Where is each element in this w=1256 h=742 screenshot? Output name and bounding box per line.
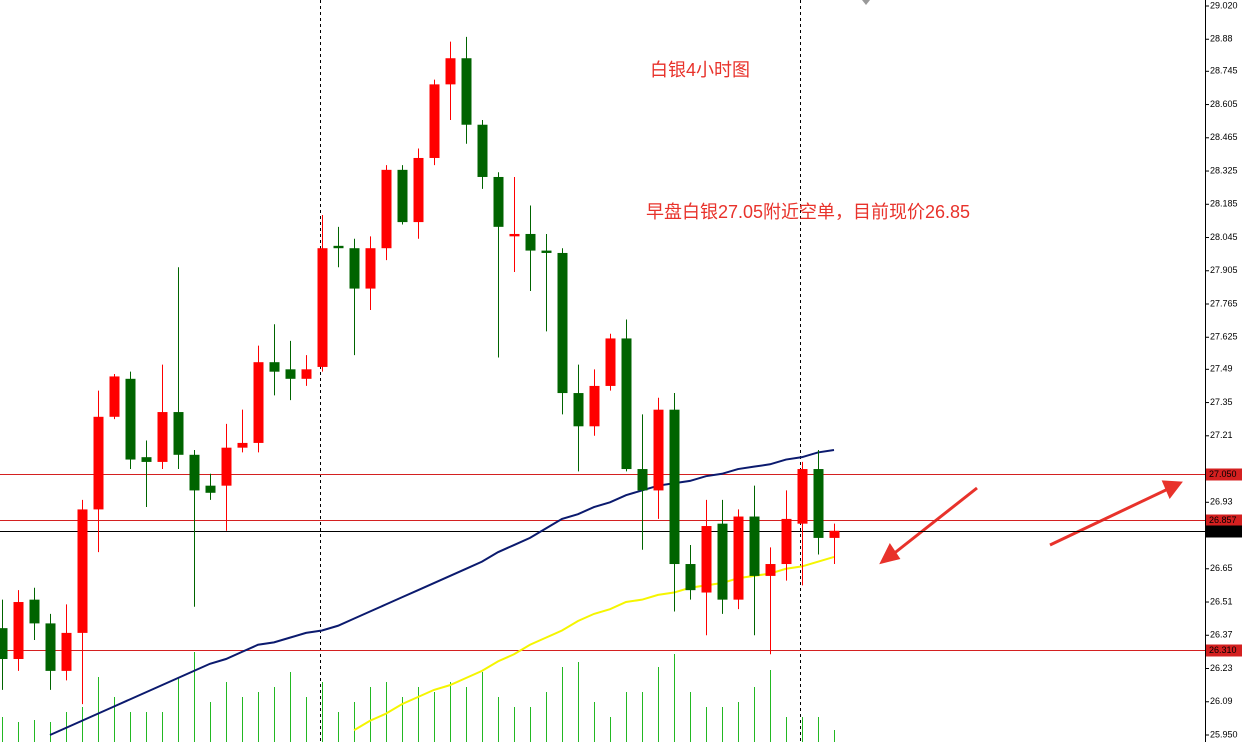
candle-body xyxy=(413,157,424,223)
candle-body xyxy=(685,564,696,591)
y-tick-label: 26.23 xyxy=(1210,663,1233,673)
marker xyxy=(862,0,870,5)
candle-body xyxy=(445,58,456,85)
candle-body xyxy=(285,369,296,379)
y-tick-label: 26.51 xyxy=(1210,596,1233,606)
candle-body xyxy=(301,369,312,379)
y-tick-label: 28.745 xyxy=(1210,66,1238,76)
candle-body xyxy=(333,245,344,249)
price-label-box xyxy=(1206,468,1242,481)
arrow-line xyxy=(1049,487,1169,547)
candle-body xyxy=(157,412,168,462)
y-tick-label: 28.88 xyxy=(1210,34,1233,44)
candle-body xyxy=(605,338,616,386)
candle-body xyxy=(573,393,584,427)
y-tick-label: 27.765 xyxy=(1210,298,1238,308)
candle-body xyxy=(125,378,136,460)
candle-body xyxy=(13,602,24,660)
y-tick-label: 28.185 xyxy=(1210,199,1238,209)
price-label-box xyxy=(1206,644,1242,657)
candle-body xyxy=(557,252,568,394)
candle-body xyxy=(461,58,472,125)
candle-body xyxy=(589,385,600,427)
candle-body xyxy=(493,176,504,227)
candle-body xyxy=(381,169,392,249)
candle-body xyxy=(717,523,728,600)
candle-body xyxy=(141,457,152,462)
candle-body xyxy=(205,485,216,493)
y-tick-label: 26.09 xyxy=(1210,696,1233,706)
candle-body xyxy=(173,412,184,455)
y-tick-label: 28.325 xyxy=(1210,165,1238,175)
price-label: 26.809 xyxy=(1209,526,1237,536)
y-tick-label: 27.49 xyxy=(1210,364,1233,374)
candle-body xyxy=(397,169,408,223)
arrow xyxy=(879,480,1183,565)
candle-body xyxy=(733,516,744,600)
y-tick-label: 27.21 xyxy=(1210,430,1233,440)
y-tick-label: 26.65 xyxy=(1210,563,1233,573)
price-label: 26.310 xyxy=(1209,645,1237,655)
candle-body xyxy=(621,338,632,470)
y-tick-label: 27.625 xyxy=(1210,332,1238,342)
y-tick-label: 27.35 xyxy=(1210,397,1233,407)
candle-body xyxy=(93,416,104,510)
candle-body xyxy=(477,124,488,177)
y-tick-label: 29.020 xyxy=(1210,0,1238,10)
annotation: 白银4小时图 xyxy=(650,60,750,80)
annotation: 早盘白银27.05附近空单，目前现价26.85 xyxy=(646,202,970,222)
candle-body xyxy=(653,409,664,491)
price-label-box xyxy=(1206,525,1242,538)
y-tick-label: 28.045 xyxy=(1210,232,1238,242)
candle-body xyxy=(365,248,376,289)
candle-body xyxy=(109,376,120,417)
moving-average xyxy=(49,449,835,736)
candle-body xyxy=(317,248,328,367)
arrow-head xyxy=(879,543,901,565)
candle-body xyxy=(189,454,200,491)
y-tick-label: 27.905 xyxy=(1210,265,1238,275)
candle-body xyxy=(765,564,776,576)
candle-body xyxy=(797,469,808,524)
candle-body xyxy=(781,518,792,565)
candle-body xyxy=(701,526,712,593)
candle-body xyxy=(541,250,552,253)
candle-body xyxy=(61,632,72,671)
price-label: 26.857 xyxy=(1209,515,1237,525)
arrow-head xyxy=(1161,480,1183,499)
y-tick-label: 28.465 xyxy=(1210,132,1238,142)
candle-body xyxy=(77,509,88,633)
candle-body xyxy=(269,362,280,372)
candle-body xyxy=(637,469,648,491)
y-tick-label: 28.605 xyxy=(1210,99,1238,109)
candle-body xyxy=(525,233,536,251)
candle-body xyxy=(45,623,56,671)
candle-body xyxy=(509,233,520,237)
y-tick-label: 26.93 xyxy=(1210,497,1233,507)
arrow-line xyxy=(891,486,978,557)
candle-body xyxy=(349,248,360,289)
candle-body xyxy=(0,628,8,660)
candle-body xyxy=(813,469,824,538)
y-tick-label: 25.950 xyxy=(1210,729,1238,739)
price-label-box xyxy=(1206,514,1242,527)
candle-body xyxy=(221,447,232,486)
candle-body xyxy=(29,599,40,624)
y-tick-label: 26.37 xyxy=(1210,630,1233,640)
candle-body xyxy=(749,516,760,576)
candle-body xyxy=(829,530,840,538)
candle-body xyxy=(429,84,440,158)
price-label: 27.050 xyxy=(1209,469,1237,479)
candle-body xyxy=(253,362,264,443)
candle-body xyxy=(669,409,680,565)
candle-body xyxy=(237,442,248,448)
